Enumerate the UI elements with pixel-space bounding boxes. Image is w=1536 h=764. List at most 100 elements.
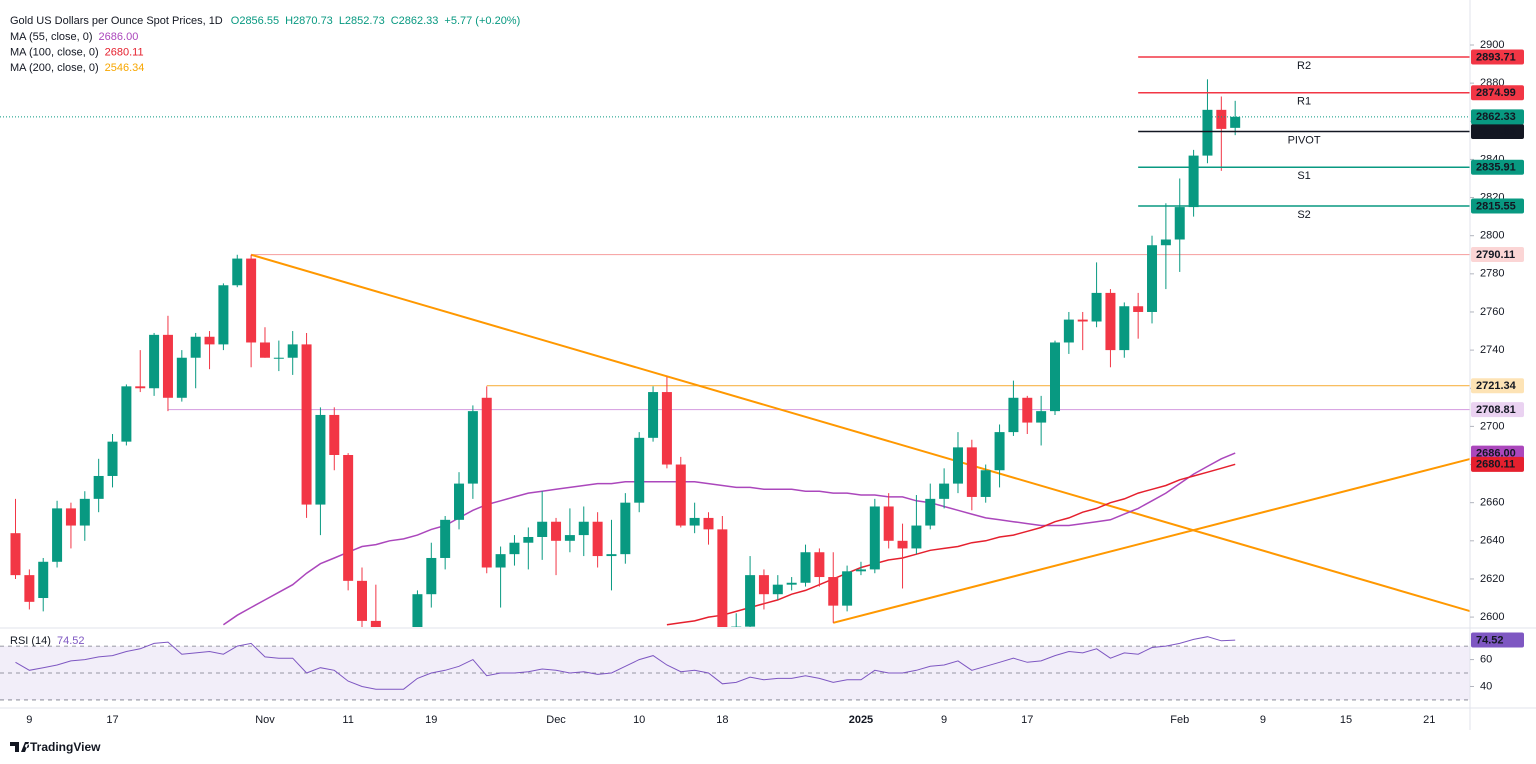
candle-body	[301, 344, 312, 505]
candle-body	[772, 584, 783, 595]
rsi-pane	[0, 636, 1470, 701]
candle-body	[93, 475, 104, 499]
y-tick-label: 2640	[1480, 535, 1504, 547]
pivot-badge-label: 2874.99	[1476, 87, 1516, 99]
candle-body	[1119, 306, 1130, 351]
pivot-label: R1	[1297, 96, 1311, 108]
candle-body	[121, 386, 132, 442]
x-tick-label: Dec	[546, 714, 566, 726]
candle-body	[38, 561, 49, 599]
candle-body	[218, 285, 229, 345]
candle-body	[980, 470, 991, 497]
x-tick-label: 9	[1260, 714, 1266, 726]
candle-body	[1160, 239, 1171, 246]
candle-body	[135, 386, 146, 389]
level-badge-label: 2790.11	[1476, 249, 1515, 261]
candle-body	[426, 557, 437, 595]
candle-body	[634, 437, 645, 503]
y-tick-label: 2800	[1480, 230, 1504, 242]
candle-body	[925, 498, 936, 526]
pivot-badge-label: 2854.63	[1476, 126, 1516, 138]
x-tick-label: 15	[1340, 714, 1352, 726]
candle-body	[1008, 397, 1019, 433]
candle-body	[467, 411, 478, 484]
rsi-tick-label: 60	[1480, 653, 1492, 665]
candle-body	[1105, 292, 1116, 351]
ma-value: 2546.34	[105, 62, 145, 74]
price-pane: R2 R1 PIVOT S1 S2	[0, 56, 1470, 627]
candle-body	[828, 577, 839, 606]
candle-body	[1188, 155, 1199, 208]
candle-body	[952, 447, 963, 484]
ma-badge-label: 2680.11	[1476, 459, 1515, 471]
candle-body	[315, 414, 326, 505]
candle-body	[329, 414, 340, 455]
candle-body	[509, 542, 520, 555]
candle-body	[1147, 245, 1158, 312]
y-tick-label: 2760	[1480, 306, 1504, 318]
candle-body	[897, 540, 908, 549]
rsi-badge	[1471, 632, 1524, 648]
trendline	[832, 457, 1470, 624]
candle-body	[232, 258, 243, 286]
pivot-badge-label: 2835.91	[1476, 162, 1516, 174]
candle-body	[190, 336, 201, 358]
candle-body	[1050, 342, 1060, 412]
candle-body	[523, 536, 534, 543]
candle-body	[162, 334, 173, 398]
candle-body	[758, 575, 769, 595]
candle-body	[675, 464, 686, 526]
candle-body	[994, 432, 1005, 471]
candle-body	[883, 506, 894, 541]
brand-icon	[10, 742, 30, 752]
header-ohlc: H2870.73	[285, 15, 333, 27]
candle-body	[246, 258, 257, 343]
candle-body	[578, 521, 589, 536]
pivot-badge-label: 2893.71	[1476, 51, 1516, 63]
candle-body	[495, 554, 506, 568]
level-badge	[1471, 402, 1524, 418]
candle-body	[287, 344, 298, 358]
x-tick-label: Nov	[255, 714, 275, 726]
candle-body	[273, 357, 284, 359]
x-tick-label: 21	[1423, 714, 1435, 726]
candle-body	[939, 483, 950, 499]
x-tick-label: 19	[425, 714, 437, 726]
rsi-tick-label: 40	[1480, 680, 1492, 692]
candle-body	[1063, 319, 1074, 343]
candle-body	[869, 506, 880, 570]
candle-body	[911, 525, 922, 549]
moving-average	[222, 452, 1236, 626]
header-ohlc: +5.77 (+0.20%)	[444, 15, 520, 27]
candle-body	[52, 508, 63, 562]
candle-body	[1077, 319, 1088, 322]
y-tick-label: 2660	[1480, 497, 1504, 509]
candle-body	[10, 533, 21, 576]
candle-body	[855, 569, 866, 572]
pivot-badge	[1471, 85, 1524, 101]
rsi-name: RSI (14)	[10, 635, 51, 647]
level-badge	[1471, 247, 1524, 263]
candle-body	[481, 397, 492, 568]
ma-badge-label: 2686.00	[1476, 447, 1516, 459]
ma-badge	[1471, 456, 1524, 472]
ma-value: 2686.00	[99, 31, 139, 43]
candle-body	[1202, 109, 1213, 156]
candle-body	[149, 334, 160, 389]
pivot-badge	[1471, 124, 1524, 140]
pivot-label: S1	[1297, 170, 1310, 182]
y-tick-label: 2620	[1480, 573, 1504, 585]
header-ohlc: O2856.55	[231, 15, 279, 27]
candle-body	[786, 582, 797, 585]
y-tick-label: 2600	[1480, 611, 1504, 623]
candle-body	[1174, 207, 1185, 240]
overlay: 2600262026402660268027002720274027602780…	[26, 39, 1524, 726]
y-tick-label: 2740	[1480, 344, 1504, 356]
candle-body	[259, 342, 270, 358]
candle-body	[745, 575, 756, 627]
header-title: Gold US Dollars per Ounce Spot Prices, 1…	[10, 15, 223, 27]
candle-body	[1133, 306, 1144, 312]
candle-body	[537, 521, 548, 537]
ma-legend: MA (55, close, 0) 2686.00	[10, 31, 138, 43]
